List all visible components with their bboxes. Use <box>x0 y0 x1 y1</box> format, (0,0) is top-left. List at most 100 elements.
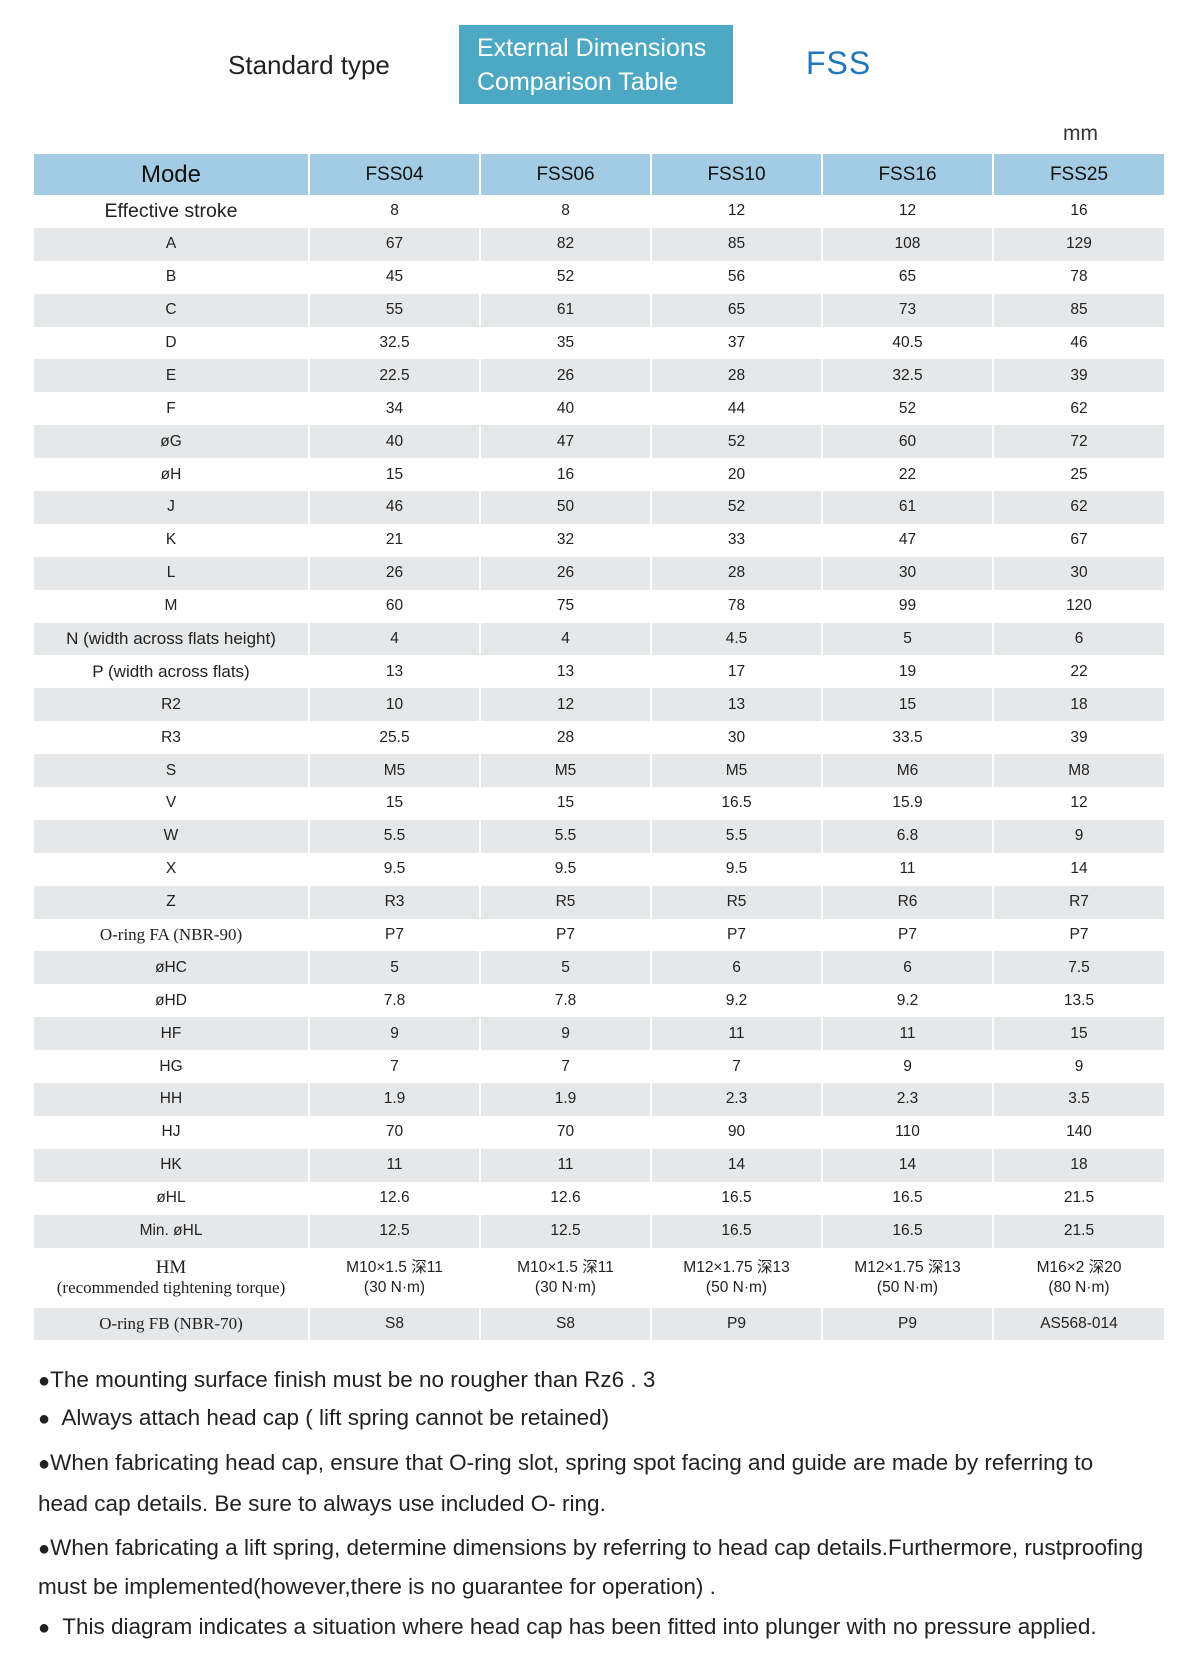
row-label: E <box>34 359 309 393</box>
table-cell: 14 <box>992 852 1164 886</box>
table-row: Z R3 R5 R5 R6 R7 <box>34 885 1164 919</box>
row-label: HF <box>34 1017 309 1051</box>
table-cell: 34 <box>308 392 480 426</box>
row-label: L <box>34 556 309 590</box>
table-cell: 5.5 <box>650 819 822 853</box>
table-cell: P7 <box>821 918 993 952</box>
table-cell: R7 <box>992 885 1164 919</box>
table-cell: 28 <box>650 359 822 393</box>
row-label: B <box>34 260 309 294</box>
table-cell: 1.9 <box>308 1083 480 1116</box>
table-cell: 26 <box>479 359 651 393</box>
table-cell: S8 <box>479 1307 651 1341</box>
table-cell: 15 <box>992 1017 1164 1051</box>
table-cell: 16.5 <box>650 787 822 820</box>
table-cell: 9.2 <box>650 984 822 1018</box>
row-label: HG <box>34 1050 309 1084</box>
note-text: The mounting surface finish must be no r… <box>50 1367 656 1392</box>
table-cell: 52 <box>650 425 822 459</box>
row-label: øH <box>34 458 309 492</box>
table-cell: 10 <box>308 688 480 722</box>
table-cell: 5 <box>308 951 480 985</box>
row-label: øHL <box>34 1181 309 1215</box>
table-cell: P7 <box>308 918 480 952</box>
table-cell: 15 <box>308 458 480 492</box>
table-cell: M5 <box>650 754 822 788</box>
table-cell: 21.5 <box>992 1181 1164 1215</box>
table-cell: 46 <box>992 326 1164 360</box>
table-cell: P7 <box>650 918 822 952</box>
table-cell: 40 <box>308 425 480 459</box>
row-label: P (width across flats) <box>34 655 309 689</box>
row-label: øHD <box>34 984 309 1018</box>
table-cell: 60 <box>308 589 480 623</box>
table-cell: 2.3 <box>821 1083 993 1116</box>
table-cell: 13 <box>308 655 480 689</box>
table-cell: 7 <box>479 1050 651 1084</box>
table-cell: 16 <box>479 458 651 492</box>
row-label: K <box>34 523 309 557</box>
table-cell: 9 <box>479 1017 651 1051</box>
page-header: Standard type External Dimensions Compar… <box>0 0 1200 110</box>
table-row: O-ring FB (NBR-70) S8 S8 P9 P9 AS568-014 <box>34 1307 1164 1341</box>
table-body: Effective stroke 8 8 12 12 16 A 67 82 85 108 129 B 45… <box>34 195 1164 1341</box>
cell-line-1: M16×2 深20 <box>1036 1258 1122 1276</box>
table-cell: P9 <box>650 1307 822 1341</box>
table-cell: 12 <box>479 688 651 722</box>
table-cell: 67 <box>308 227 480 261</box>
note-2: ● Always attach head cap ( lift spring c… <box>38 1405 609 1431</box>
table-cell: 9.5 <box>479 852 651 886</box>
table-cell: 90 <box>650 1115 822 1149</box>
table-cell: 33.5 <box>821 721 993 755</box>
column-header: FSS10 <box>650 154 822 195</box>
table-row: V 15 15 16.5 15.9 12 <box>34 787 1164 820</box>
bullet-icon: ● <box>38 1370 51 1392</box>
table-cell: 7 <box>308 1050 480 1084</box>
table-cell: 47 <box>821 523 993 557</box>
table-cell: 85 <box>650 227 822 261</box>
row-label: R3 <box>34 721 309 755</box>
table-row: K 21 32 33 47 67 <box>34 523 1164 557</box>
table-cell: 20 <box>650 458 822 492</box>
bullet-icon: ● <box>38 1617 51 1639</box>
bullet-icon: ● <box>38 1453 51 1475</box>
table-cell: 110 <box>821 1115 993 1149</box>
table-cell: 18 <box>992 688 1164 722</box>
table-cell: 12.6 <box>308 1181 480 1215</box>
row-label: O-ring FB (NBR-70) <box>34 1307 309 1341</box>
table-cell: 99 <box>821 589 993 623</box>
table-cell: 82 <box>479 227 651 261</box>
table-row: HJ 70 70 90 110 140 <box>34 1115 1164 1149</box>
table-row: F 34 40 44 52 62 <box>34 392 1164 426</box>
row-label: V <box>34 787 309 820</box>
row-label: C <box>34 293 309 327</box>
table-cell: 16 <box>992 195 1164 228</box>
series-name: FSS <box>806 45 872 81</box>
table-cell: R3 <box>308 885 480 919</box>
table-row: A 67 82 85 108 129 <box>34 227 1164 261</box>
table-cell: 39 <box>992 359 1164 393</box>
table-cell: 7 <box>650 1050 822 1084</box>
table-row: B 45 52 56 65 78 <box>34 260 1164 294</box>
cell-line-2: (30 N·m) <box>363 1278 426 1296</box>
table-cell: 129 <box>992 227 1164 261</box>
table-row: R3 25.5 28 30 33.5 39 <box>34 721 1164 755</box>
table-cell: 15.9 <box>821 787 993 820</box>
table-cell: 2.3 <box>650 1083 822 1116</box>
row-label: O-ring FA (NBR-90) <box>34 918 309 952</box>
table-cell: 108 <box>821 227 993 261</box>
table-cell: M5 <box>479 754 651 788</box>
table-cell: 140 <box>992 1115 1164 1149</box>
table-cell: 21.5 <box>992 1214 1164 1248</box>
row-label: A <box>34 227 309 261</box>
table-cell: 22.5 <box>308 359 480 393</box>
table-row: HM (recommended tightening torque) M10×1.5… <box>34 1247 1164 1308</box>
table-cell: 61 <box>479 293 651 327</box>
table-cell: 26 <box>308 556 480 590</box>
note-4: ●When fabricating a lift spring, determi… <box>38 1529 1148 1606</box>
table-cell: 46 <box>308 491 480 524</box>
row-label-line-1: HM <box>155 1256 187 1278</box>
table-row: L 26 26 28 30 30 <box>34 556 1164 590</box>
note-5: ● This diagram indicates a situation whe… <box>38 1614 1097 1640</box>
table-cell: M12×1.75 深13 (50 N·m) <box>650 1247 822 1308</box>
